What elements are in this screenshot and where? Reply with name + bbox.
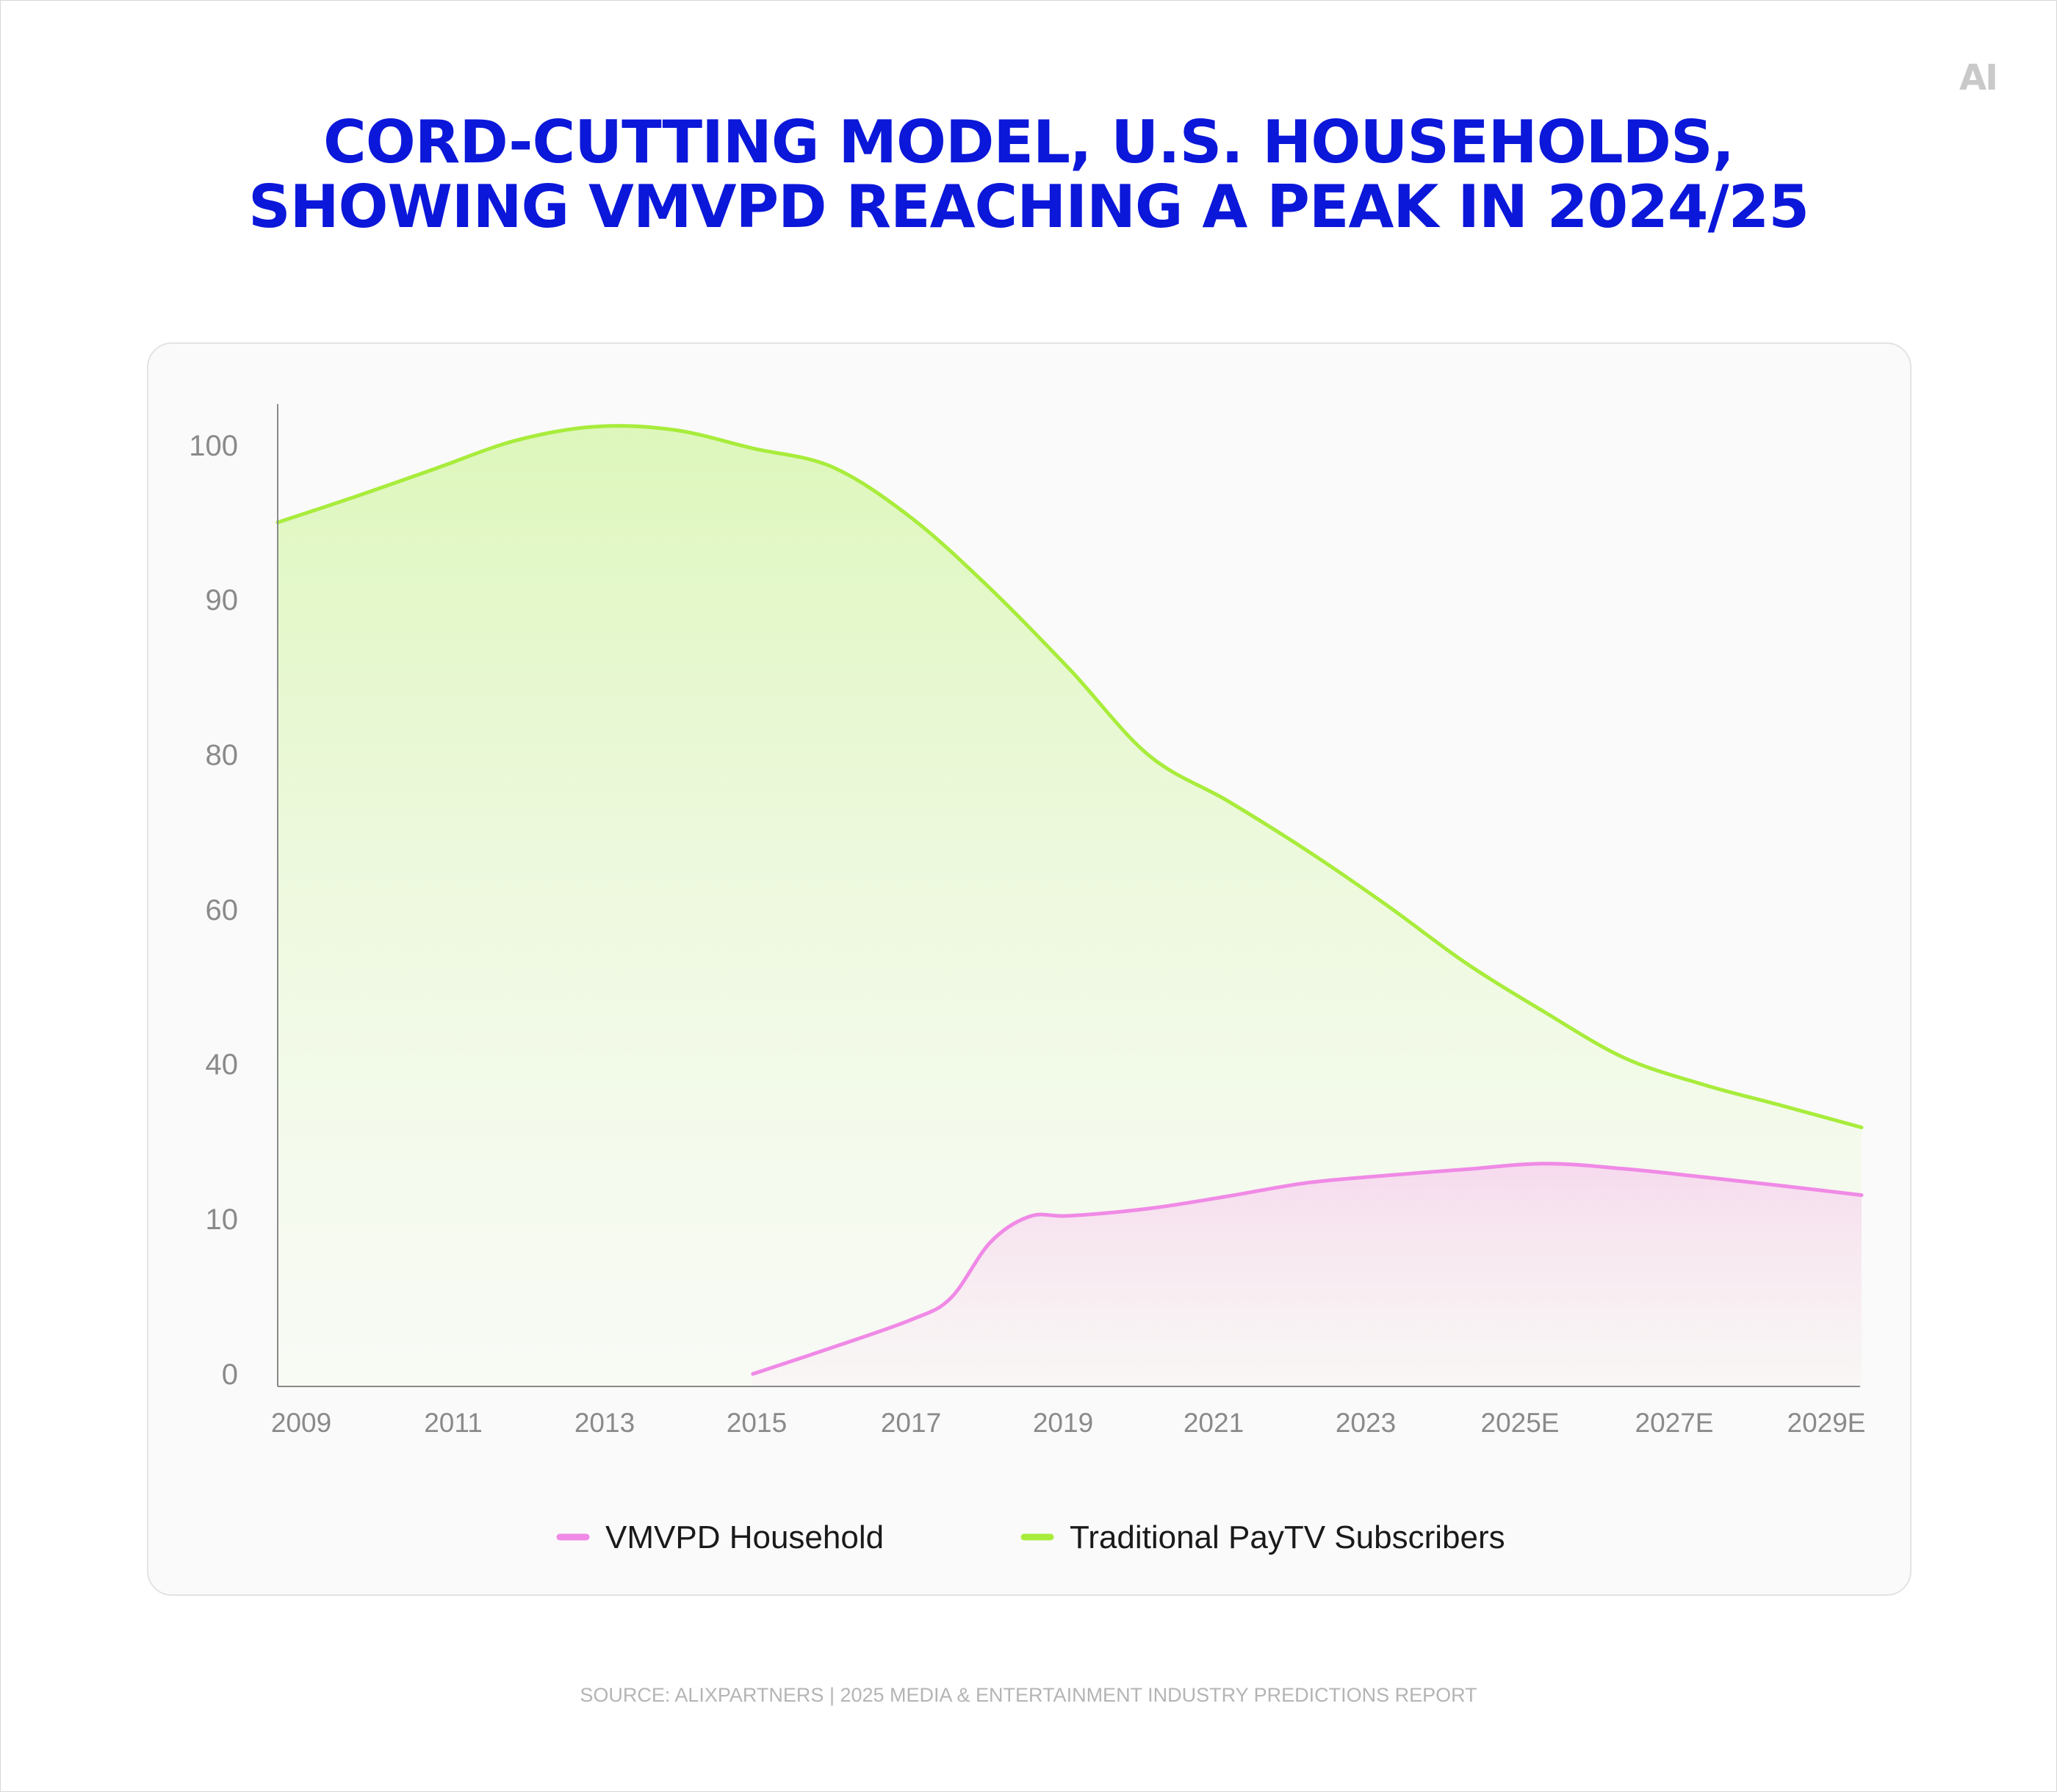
x-tick-label: 2015 <box>727 1408 787 1438</box>
y-tick-label: 80 <box>206 739 239 771</box>
series-line-paytv <box>275 424 1864 1129</box>
axes <box>277 404 1860 1387</box>
y-axis-ticks: 0 10 40 60 80 90 100 <box>189 430 238 1391</box>
legend: VMVPD Household Traditional PayTV Subscri… <box>556 1519 1505 1555</box>
legend-item: VMVPD Household <box>556 1519 884 1555</box>
series-area-vmvpd <box>752 1163 1862 1386</box>
series-area-paytv <box>278 425 1862 1386</box>
x-tick-label: 2013 <box>574 1408 635 1438</box>
x-tick-label: 2023 <box>1336 1408 1396 1438</box>
x-tick-label: 2019 <box>1033 1408 1093 1438</box>
y-tick-label: 60 <box>206 894 239 926</box>
chart-card: 0 10 40 60 80 90 100 2009 2011 2013 2015 2017 2019 2… <box>147 342 1912 1596</box>
y-tick-label: 40 <box>206 1048 239 1081</box>
x-tick-label: 2009 <box>271 1408 331 1438</box>
x-tick-label: 2017 <box>881 1408 941 1438</box>
plot-lines <box>275 424 1864 1376</box>
brand-logo: AI <box>1959 57 1998 98</box>
y-tick-label: 90 <box>206 584 239 616</box>
page-title: CORD-CUTTING MODEL, U.S. HOUSEHOLDS, SHO… <box>0 110 2057 240</box>
x-tick-label: 2027E <box>1635 1408 1714 1438</box>
series-line-vmvpd <box>751 1162 1864 1376</box>
x-tick-label: 2025E <box>1481 1408 1560 1438</box>
x-axis-ticks: 2009 2011 2013 2015 2017 2019 2021 2023 2025E 202… <box>271 1408 1866 1438</box>
x-tick-label: 2029E <box>1787 1408 1866 1438</box>
title-line-2: SHOWING VMVPD REACHING A PEAK IN 2024/25 <box>248 173 1809 241</box>
y-tick-label: 100 <box>189 430 238 462</box>
y-tick-label: 0 <box>222 1359 238 1391</box>
source-note: SOURCE: ALIXPARTNERS | 2025 MEDIA & ENTE… <box>580 1684 1477 1706</box>
legend-label: VMVPD Household <box>605 1519 884 1555</box>
x-tick-label: 2011 <box>424 1408 483 1438</box>
legend-item: Traditional PayTV Subscribers <box>1020 1519 1505 1555</box>
y-tick-label: 10 <box>206 1203 239 1236</box>
legend-label: Traditional PayTV Subscribers <box>1070 1519 1505 1555</box>
title-line-1: CORD-CUTTING MODEL, U.S. HOUSEHOLDS, <box>323 108 1734 176</box>
x-tick-label: 2021 <box>1184 1408 1244 1438</box>
plot-areas <box>278 425 1862 1386</box>
